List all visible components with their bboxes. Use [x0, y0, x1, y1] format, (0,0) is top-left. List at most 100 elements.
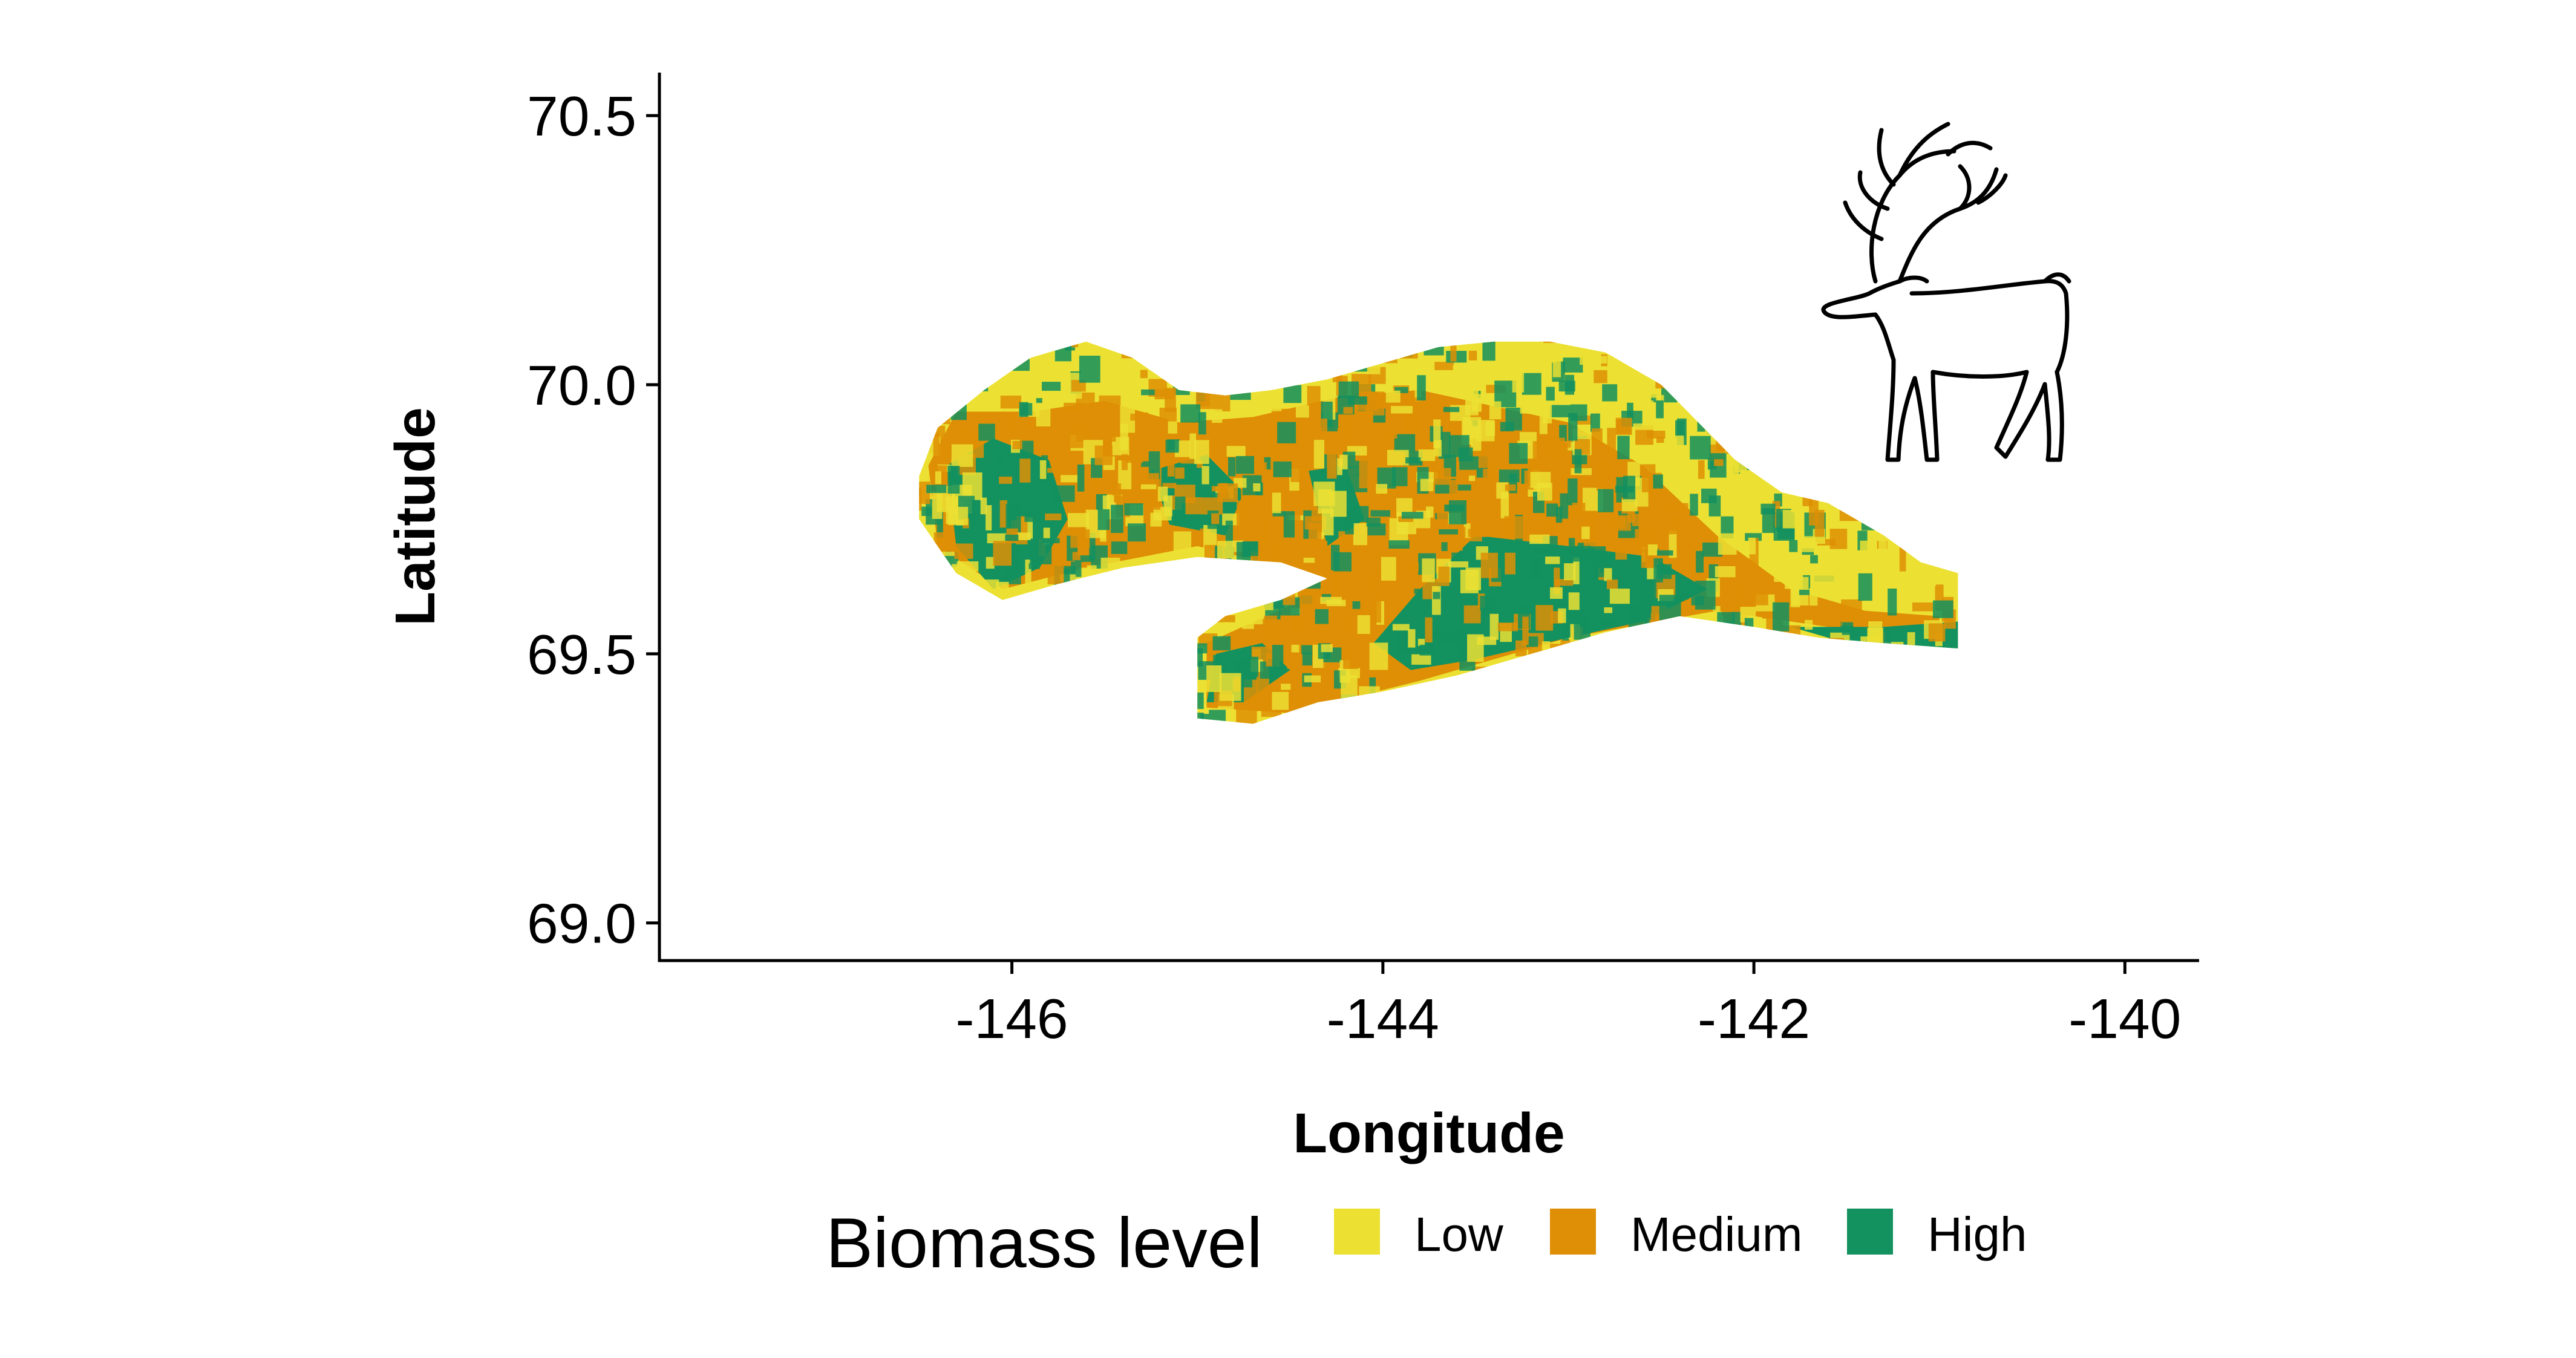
raster-speck: [1388, 540, 1410, 549]
raster-speck: [1633, 423, 1655, 430]
raster-speck: [1273, 461, 1292, 477]
raster-speck: [1303, 558, 1315, 563]
raster-speck: [1607, 685, 1627, 712]
raster-speck: [1655, 375, 1678, 389]
raster-speck: [1512, 367, 1525, 393]
raster-speck: [1891, 729, 1903, 734]
raster-speck: [1054, 342, 1071, 362]
raster-speck: [1217, 541, 1234, 559]
raster-speck: [1693, 386, 1708, 413]
raster-speck: [1724, 661, 1738, 670]
raster-speck: [1321, 419, 1327, 436]
raster-speck: [1206, 665, 1222, 692]
raster-speck: [1022, 678, 1030, 694]
raster-speck: [1884, 642, 1904, 662]
raster-speck: [941, 637, 959, 663]
raster-speck: [1601, 702, 1621, 724]
raster-speck: [1747, 720, 1757, 724]
raster-speck: [1957, 357, 1958, 362]
raster-speck: [1891, 729, 1910, 757]
raster-speck: [1398, 341, 1413, 357]
raster-speck: [1734, 499, 1755, 512]
raster-speck: [1191, 374, 1199, 379]
raster-speck: [1316, 541, 1328, 547]
x-tick-label: -144: [1327, 987, 1439, 1050]
raster-speck: [1485, 728, 1492, 736]
raster-speck: [1767, 482, 1783, 488]
raster-speck: [1615, 417, 1632, 435]
raster-speck: [1964, 555, 1985, 583]
raster-speck: [1333, 552, 1352, 572]
raster-speck: [965, 692, 982, 713]
raster-speck: [1953, 449, 1958, 475]
raster-speck: [1499, 696, 1510, 708]
raster-speck: [1850, 488, 1866, 516]
raster-speck: [1359, 686, 1380, 713]
raster-speck: [1877, 518, 1886, 525]
raster-speck: [1770, 341, 1786, 360]
raster-speck: [1739, 681, 1757, 705]
raster-speck: [1562, 622, 1569, 641]
raster-speck: [1408, 348, 1422, 355]
raster-speck: [1136, 412, 1148, 422]
raster-speck: [1650, 723, 1669, 724]
raster-speck: [1868, 394, 1877, 409]
raster-speck: [919, 344, 924, 372]
raster-speck: [1331, 572, 1340, 599]
raster-speck: [953, 599, 961, 621]
raster-speck: [1162, 667, 1178, 687]
raster-speck: [905, 726, 912, 737]
raster-speck: [1646, 400, 1654, 420]
raster-speck: [1639, 728, 1653, 754]
raster-speck: [1071, 341, 1079, 347]
raster-speck: [1834, 492, 1844, 501]
raster-speck: [1545, 437, 1565, 459]
raster-speck: [1453, 691, 1466, 697]
raster-speck: [931, 394, 941, 416]
raster-speck: [1852, 723, 1870, 724]
raster-speck: [1162, 610, 1178, 630]
raster-speck: [1555, 506, 1563, 523]
raster-speck: [1108, 434, 1116, 442]
y-tick-label: 69.5: [527, 623, 636, 686]
raster-speck: [1112, 483, 1122, 507]
raster-speck: [1283, 511, 1295, 538]
raster-speck: [1212, 486, 1218, 492]
raster-speck: [919, 488, 922, 511]
raster-speck: [1678, 700, 1688, 724]
raster-speck: [1224, 351, 1244, 359]
raster-speck: [1345, 508, 1354, 535]
raster-speck: [1815, 652, 1835, 670]
raster-speck: [932, 407, 950, 413]
raster-speck: [1940, 677, 1955, 686]
raster-speck: [1766, 687, 1780, 713]
raster-speck: [1832, 672, 1844, 678]
raster-speck: [1277, 341, 1292, 345]
raster-speck: [1150, 512, 1162, 527]
caribou-antler-right: [1897, 167, 1999, 284]
raster-speck: [1842, 622, 1853, 635]
raster-speck: [1888, 589, 1897, 616]
raster-speck: [1419, 691, 1434, 697]
raster-speck: [1855, 711, 1867, 718]
raster-speck: [1128, 523, 1146, 542]
raster-speck: [1277, 422, 1296, 443]
raster-speck: [1558, 380, 1575, 392]
raster-speck: [1278, 567, 1297, 579]
raster-speck: [956, 728, 976, 734]
raster-speck: [1782, 510, 1799, 529]
raster-speck: [1118, 460, 1132, 489]
caribou-icon: [1821, 122, 2071, 462]
raster-speck: [1533, 679, 1545, 699]
raster-speck: [1457, 628, 1468, 651]
raster-speck: [1417, 341, 1431, 346]
raster-speck: [1924, 547, 1942, 553]
raster-speck: [1550, 587, 1563, 599]
raster-speck: [1675, 374, 1692, 400]
raster-speck: [1771, 715, 1783, 724]
raster-speck: [1617, 515, 1631, 531]
raster-speck: [1468, 475, 1476, 482]
raster-speck: [1416, 714, 1429, 724]
raster-speck: [1477, 636, 1497, 645]
raster-speck: [969, 364, 990, 372]
